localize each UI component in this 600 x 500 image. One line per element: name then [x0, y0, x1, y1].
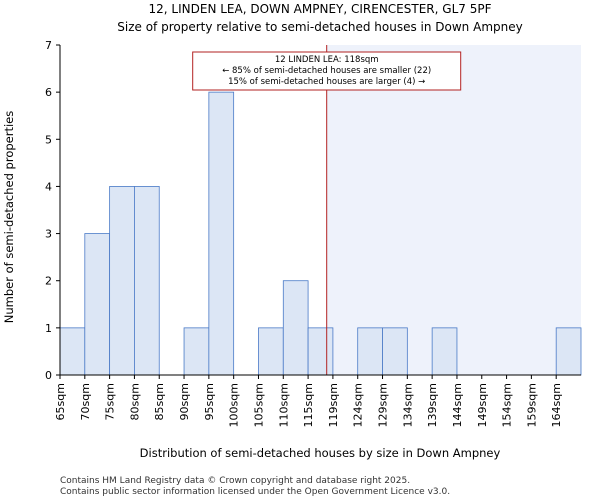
- y-tick-label: 5: [45, 133, 52, 146]
- bar-75sqm: [109, 186, 135, 376]
- x-ticks-layer: 65sqm 70sqm 75sqm 80sqm 85sqm 90sqm 95sqm 100sq…: [54, 375, 563, 427]
- x-tick-label: 115sqm: [302, 383, 315, 427]
- y-tick-label: 4: [45, 180, 52, 193]
- x-tick-label: 100sqm: [228, 383, 241, 427]
- x-tick-label: 119sqm: [327, 383, 340, 427]
- annotation-layer: 12 LINDEN LEA: 118sqm ← 85% of semi-deta…: [192, 51, 462, 91]
- bar-65sqm: [59, 327, 86, 376]
- bar-95sqm: [208, 91, 235, 376]
- x-tick-label: 164sqm: [550, 383, 563, 427]
- x-tick-label: 124sqm: [352, 383, 365, 427]
- chart-title: 12, LINDEN LEA, DOWN AMPNEY, CIRENCESTER…: [149, 2, 492, 16]
- x-tick-label: 70sqm: [79, 383, 92, 420]
- x-tick-label: 110sqm: [277, 383, 290, 427]
- x-tick-label: 90sqm: [178, 383, 191, 420]
- axes-layer: [59, 45, 581, 376]
- bar-105sqm: [258, 327, 284, 376]
- bars-layer: [59, 91, 582, 376]
- y-tick-label: 3: [45, 228, 52, 241]
- footer-line-1: Contains HM Land Registry data © Crown c…: [60, 476, 410, 486]
- x-axis-title: Distribution of semi-detached houses by …: [140, 446, 501, 460]
- footer-line-2: Contains public sector information licen…: [60, 487, 450, 497]
- bar-110sqm: [282, 280, 309, 376]
- y-tick-label: 6: [45, 86, 52, 99]
- bar-164sqm: [555, 327, 582, 376]
- bar-139sqm: [431, 327, 458, 376]
- annotation-line-1: 12 LINDEN LEA: 118sqm: [275, 55, 379, 65]
- bar-115sqm: [307, 327, 334, 376]
- x-tick-label: 75sqm: [104, 383, 117, 420]
- annotation-line-2: ← 85% of semi-detached houses are smalle…: [222, 66, 431, 76]
- x-tick-label: 139sqm: [426, 383, 439, 427]
- x-tick-label: 85sqm: [153, 383, 166, 420]
- y-tick-label: 0: [45, 369, 52, 382]
- y-tick-label: 1: [45, 322, 52, 335]
- bar-124sqm: [357, 327, 383, 376]
- bar-90sqm: [183, 327, 210, 376]
- y-tick-label: 2: [45, 275, 52, 288]
- annotation-box: [192, 51, 462, 91]
- x-tick-label: 134sqm: [401, 383, 414, 427]
- x-tick-label: 144sqm: [451, 383, 464, 427]
- x-tick-label: 149sqm: [476, 383, 489, 427]
- x-tick-label: 95sqm: [203, 383, 216, 420]
- x-tick-label: 154sqm: [501, 383, 514, 427]
- y-tick-label: 7: [45, 39, 52, 52]
- x-tick-label: 65sqm: [54, 383, 67, 420]
- larger-region-shade: [326, 45, 581, 375]
- x-tick-label: 129sqm: [377, 383, 390, 427]
- y-ticks-layer: 0 1 2 3 4 5 6 7: [45, 39, 60, 382]
- x-tick-label: 159sqm: [525, 383, 538, 427]
- bar-70sqm: [84, 233, 111, 376]
- chart-subtitle: Size of property relative to semi-detach…: [117, 20, 522, 34]
- highlight-region-layer: [326, 45, 581, 375]
- bar-80sqm: [134, 186, 160, 376]
- x-tick-label: 80sqm: [128, 383, 141, 420]
- bar-129sqm: [382, 327, 408, 376]
- y-axis-title: Number of semi-detached properties: [2, 111, 16, 323]
- annotation-line-3: 15% of semi-detached houses are larger (…: [228, 77, 425, 87]
- x-tick-label: 105sqm: [252, 383, 265, 427]
